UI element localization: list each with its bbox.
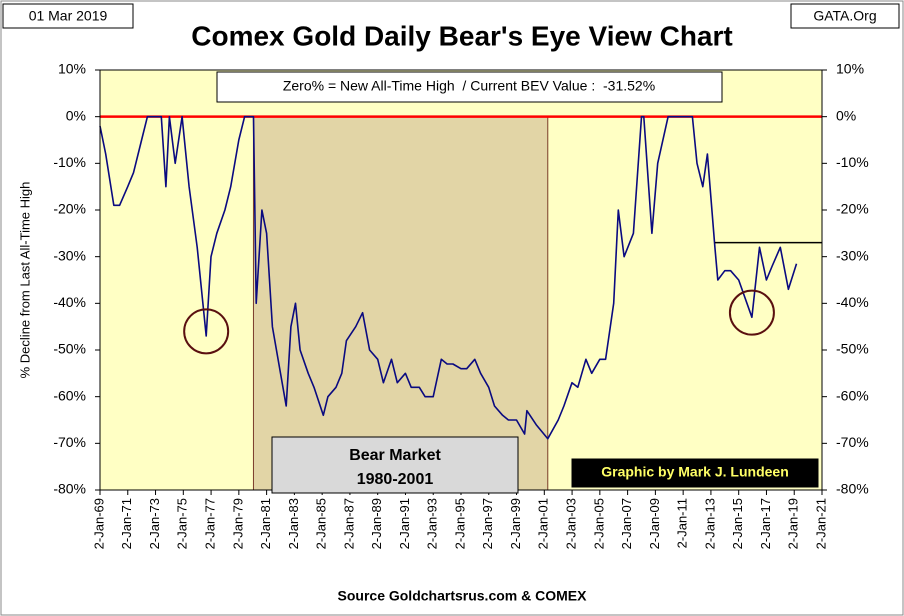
x-tick-label: 2-Jan-95 bbox=[452, 498, 467, 549]
bear-market-title: Bear Market bbox=[349, 447, 441, 464]
x-tick-label: 2-Jan-05 bbox=[591, 498, 606, 549]
x-tick-label: 2-Jan-19 bbox=[786, 498, 801, 549]
date-label: 01 Mar 2019 bbox=[29, 8, 108, 24]
x-tick-label: 2-Jan-03 bbox=[564, 498, 579, 549]
highlight-circle bbox=[183, 308, 230, 355]
x-tick-label: 2-Jan-81 bbox=[258, 498, 273, 549]
y-tick-label: -50% bbox=[53, 341, 86, 357]
x-tick-label: 2-Jan-21 bbox=[813, 498, 828, 549]
x-tick-label: 2-Jan-73 bbox=[147, 498, 162, 549]
x-tick-label: 2-Jan-09 bbox=[647, 498, 662, 549]
x-tick-label: 2-Jan-89 bbox=[369, 498, 384, 549]
x-tick-label: 2-Jan-79 bbox=[230, 498, 245, 549]
y2-tick-label: -70% bbox=[836, 434, 869, 450]
y-tick-label: 10% bbox=[58, 61, 86, 77]
y2-tick-label: -60% bbox=[836, 387, 869, 403]
chart-title: Comex Gold Daily Bear's Eye View Chart bbox=[191, 20, 732, 51]
x-tick-label: 2-Jan-91 bbox=[397, 498, 412, 549]
x-tick-label: 2-Jan-97 bbox=[480, 498, 495, 549]
y-tick-label: -70% bbox=[53, 434, 86, 450]
bear-market-region bbox=[252, 116, 549, 491]
x-tick-label: 2-Jan-01 bbox=[536, 498, 551, 549]
y2-tick-label: -80% bbox=[836, 481, 869, 497]
y2-tick-label: -20% bbox=[836, 201, 869, 217]
y-tick-label: -40% bbox=[53, 294, 86, 310]
x-tick-label: 2-Jan-15 bbox=[730, 498, 745, 549]
x-tick-label: 2-Jan-77 bbox=[203, 498, 218, 549]
y2-tick-label: -40% bbox=[836, 294, 869, 310]
highlight-circle bbox=[728, 289, 775, 336]
y-tick-label: -10% bbox=[53, 154, 86, 170]
info-box bbox=[216, 71, 723, 103]
bear-market-years: 1980-2001 bbox=[357, 471, 434, 488]
source-tag-box bbox=[790, 3, 900, 29]
y-tick-label: -30% bbox=[53, 247, 86, 263]
y2-tick-label: -50% bbox=[836, 341, 869, 357]
x-tick-label: 2-Jan-71 bbox=[119, 498, 134, 549]
y-tick-label: -20% bbox=[53, 201, 86, 217]
bear-market-box bbox=[271, 436, 519, 494]
x-tick-label: 2-Jan-69 bbox=[91, 498, 106, 549]
y2-tick-label: -30% bbox=[836, 247, 869, 263]
x-tick-label: 2-Jan-93 bbox=[425, 498, 440, 549]
x-tick-label: 2-Jan-07 bbox=[619, 498, 634, 549]
x-tick-label: 2-Jan-13 bbox=[702, 498, 717, 549]
x-tick-label: 2-Jan-11 bbox=[675, 498, 690, 548]
y-tick-label: 0% bbox=[66, 107, 86, 123]
credit-box bbox=[571, 458, 819, 488]
y-tick-label: -80% bbox=[53, 481, 86, 497]
x-tick-label: 2-Jan-99 bbox=[508, 498, 523, 549]
bev-line bbox=[99, 115, 798, 440]
date-box bbox=[2, 3, 134, 29]
y2-tick-label: 10% bbox=[836, 61, 864, 77]
y-axis-label: % Decline from Last All-Time High bbox=[17, 182, 32, 379]
x-tick-label: 2-Jan-87 bbox=[341, 498, 356, 549]
x-tick-label: 2-Jan-17 bbox=[758, 498, 773, 549]
footer: Source Goldchartsrus.com & COMEX bbox=[338, 588, 588, 604]
credit: Graphic by Mark J. Lundeen bbox=[601, 464, 789, 480]
x-tick-label: 2-Jan-75 bbox=[175, 498, 190, 549]
y-tick-label: -60% bbox=[53, 387, 86, 403]
x-tick-label: 2-Jan-83 bbox=[286, 498, 301, 549]
source-tag: GATA.Org bbox=[813, 8, 876, 24]
x-tick-label: 2-Jan-85 bbox=[314, 498, 329, 549]
y2-tick-label: -10% bbox=[836, 154, 869, 170]
y2-tick-label: 0% bbox=[836, 107, 856, 123]
info-text: Zero% = New All-Time High / Current BEV … bbox=[283, 78, 655, 94]
